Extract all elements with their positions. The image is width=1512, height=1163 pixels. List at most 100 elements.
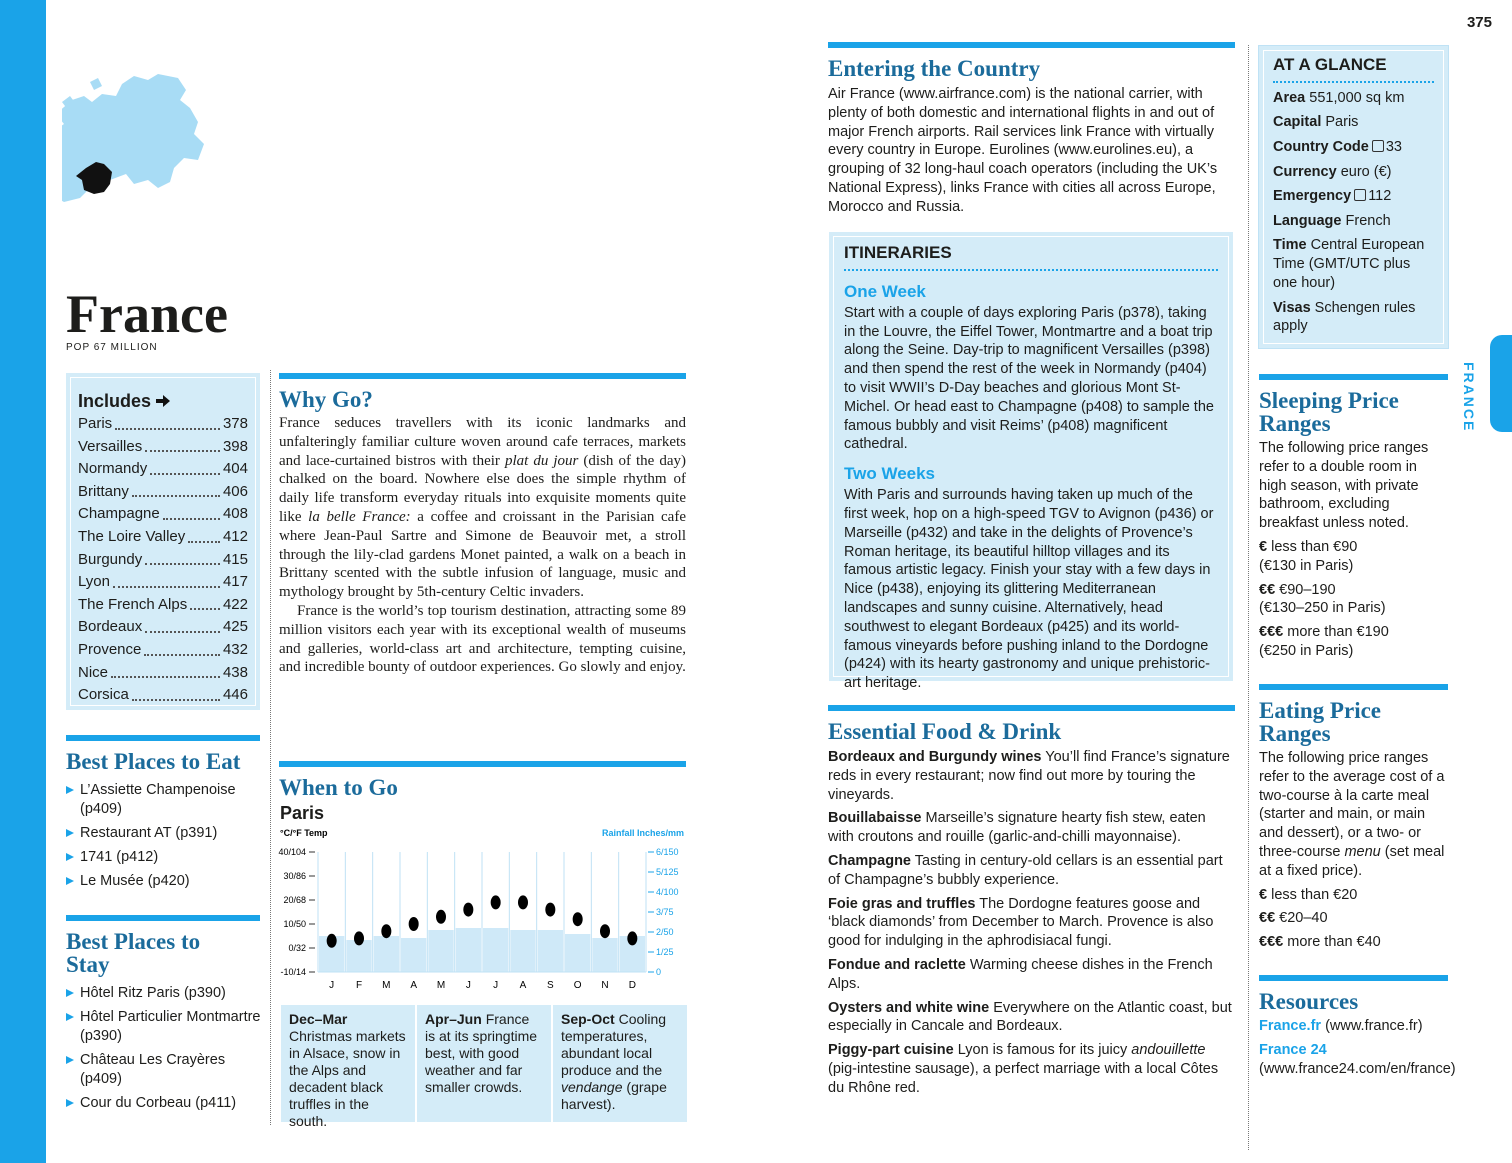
text-run: You’ll find France’s signature reds in e…: [828, 749, 1230, 803]
chart-title: Paris: [280, 803, 325, 823]
arrow-icon: [156, 395, 171, 407]
rule: [66, 735, 260, 741]
price-item: € less than €90 (€130 in Paris): [1259, 538, 1448, 576]
rain-bar: [565, 934, 591, 972]
resource-item: France.fr (www.france.fr): [1259, 1017, 1448, 1036]
place-name: Bordeaux: [78, 618, 143, 636]
resource-name: France 24: [1259, 1041, 1327, 1058]
text-run: The Dordogne features goose and ‘black d…: [828, 895, 1214, 950]
includes-item: The Loire Valley 412: [78, 526, 248, 549]
glance-value: 33: [1385, 138, 1402, 155]
page-ref: 425: [222, 618, 248, 636]
includes-item: Brittany 406: [78, 481, 248, 504]
column-separator: [270, 370, 271, 1125]
includes-item: Versailles 398: [78, 436, 248, 459]
glance-term: Time: [1273, 237, 1307, 254]
italic-run: andouillette: [1131, 1042, 1206, 1059]
rain-bar: [483, 928, 509, 972]
rain-bar: [373, 936, 399, 972]
season-box: Apr–Jun France is at its springtime best…: [417, 1005, 551, 1122]
page-ref: 412: [222, 527, 248, 545]
includes-item: Lyon 417: [78, 571, 248, 594]
food-item: Oysters and white wine Everywhere on the…: [828, 999, 1235, 1037]
place-name: Paris: [78, 415, 113, 432]
x-tick-label: A: [520, 980, 527, 991]
includes-heading-text: Includes: [78, 391, 152, 411]
y-tick-label: 10/50: [283, 919, 306, 929]
glance-item: Emergency 112: [1273, 187, 1434, 206]
italic-run: plat du jour: [504, 452, 579, 469]
price-item: €€€ more than €40: [1259, 933, 1448, 952]
season-title: Dec–Mar: [289, 1011, 348, 1027]
page-ref: 398: [222, 437, 248, 455]
eating-text: The following price ranges refer to the …: [1259, 749, 1448, 957]
text-run: Warming cheese dishes in the French Alps…: [828, 956, 1213, 992]
text-run: France seduces travellers with its iconi…: [279, 415, 686, 469]
price-text: less than €90: [1271, 538, 1358, 555]
x-tick-label: M: [437, 980, 445, 991]
column-separator: [1248, 45, 1249, 1150]
temp-dot: [463, 902, 474, 917]
italic-run: menu: [1344, 843, 1381, 860]
x-tick-label: J: [493, 980, 498, 991]
list-item: Le Musée (p420): [66, 872, 261, 891]
rule: [1259, 975, 1448, 981]
y2-tick-label: 5/125: [656, 867, 679, 877]
itineraries-heading: ITINERARIES: [844, 243, 1218, 271]
resource-url: (www.france24.com/en/france): [1259, 1060, 1456, 1077]
place-name: Provence: [78, 640, 142, 658]
leader: [145, 450, 220, 453]
leader: [115, 427, 220, 430]
text-run: Everywhere on the Atlantic coast, but es…: [828, 999, 1232, 1035]
glance-item: Visas Schengen rules apply: [1273, 299, 1434, 337]
price-note: (€250 in Paris): [1259, 642, 1354, 659]
list-item: Cour du Corbeau (p411): [66, 1094, 261, 1113]
glance-term: Capital: [1273, 114, 1322, 131]
glance-item: Capital Paris: [1273, 113, 1434, 132]
glance-term: Language: [1273, 212, 1342, 229]
itinerary-text: With Paris and surrounds having taken up…: [844, 487, 1214, 692]
glance-box: AT A GLANCE Area 551,000 sq km Capital Pa…: [1258, 45, 1449, 349]
price-symbol: €€: [1259, 581, 1276, 598]
season-box: Dec–Mar Christmas markets in Alsace, sno…: [281, 1005, 415, 1129]
temp-dot: [354, 931, 364, 946]
y2-tick-label: 4/100: [656, 887, 679, 897]
includes-item: Bordeaux 425: [78, 616, 248, 639]
text-run: Lyon is famous for its juicy: [957, 1042, 1132, 1059]
seasons: Dec–Mar Christmas markets in Alsace, sno…: [281, 1005, 687, 1129]
rule: [1259, 374, 1448, 380]
page-ref: 422: [222, 595, 248, 613]
text-run: France is at its springtime best, with g…: [425, 1011, 538, 1095]
leader: [131, 698, 220, 701]
x-tick-label: J: [329, 980, 334, 991]
glance-value: euro (€): [1340, 163, 1392, 180]
price-symbol: €: [1259, 538, 1268, 555]
food-item: Fondue and raclette Warming cheese dishe…: [828, 956, 1235, 994]
glance-term: Area: [1273, 89, 1306, 106]
temp-dot: [436, 909, 446, 924]
y-tick-label: -10/14: [280, 967, 306, 977]
text-run: (set meal at a fixed price).: [1259, 843, 1445, 879]
glance-value: Central European Time (GMT/UTC plus one …: [1273, 237, 1425, 291]
food-term: Champagne: [828, 852, 911, 869]
page-number: 375: [1466, 14, 1492, 31]
list-item: Hôtel Ritz Paris (p390): [66, 984, 261, 1003]
text-run: a coffee and croissant in the Parisian c…: [279, 508, 686, 601]
food-item: Champagne Tasting in century-old cellars…: [828, 852, 1235, 890]
resource-item: France 24 (www.france24.com/en/france): [1259, 1041, 1456, 1079]
place-name: Brittany: [78, 482, 129, 500]
rule: [828, 42, 1235, 48]
text-run: (pig-intestine sausage), a perfect marri…: [828, 1060, 1219, 1096]
text-run: Christmas markets in Alsace, snow in the…: [289, 1028, 406, 1129]
temp-dot: [381, 924, 392, 939]
glance-value: French: [1345, 212, 1391, 229]
intro: The following price ranges refer to the …: [1259, 749, 1448, 881]
glance-value: 112: [1368, 188, 1392, 205]
rule: [279, 761, 686, 767]
glance-value: 551,000 sq km: [1309, 89, 1405, 106]
rain-bar: [510, 930, 536, 972]
rain-bar: [537, 930, 563, 972]
temp-dot: [545, 902, 556, 917]
text-run: France is the world’s top tourism destin…: [279, 602, 686, 676]
rain-bar: [455, 928, 481, 972]
